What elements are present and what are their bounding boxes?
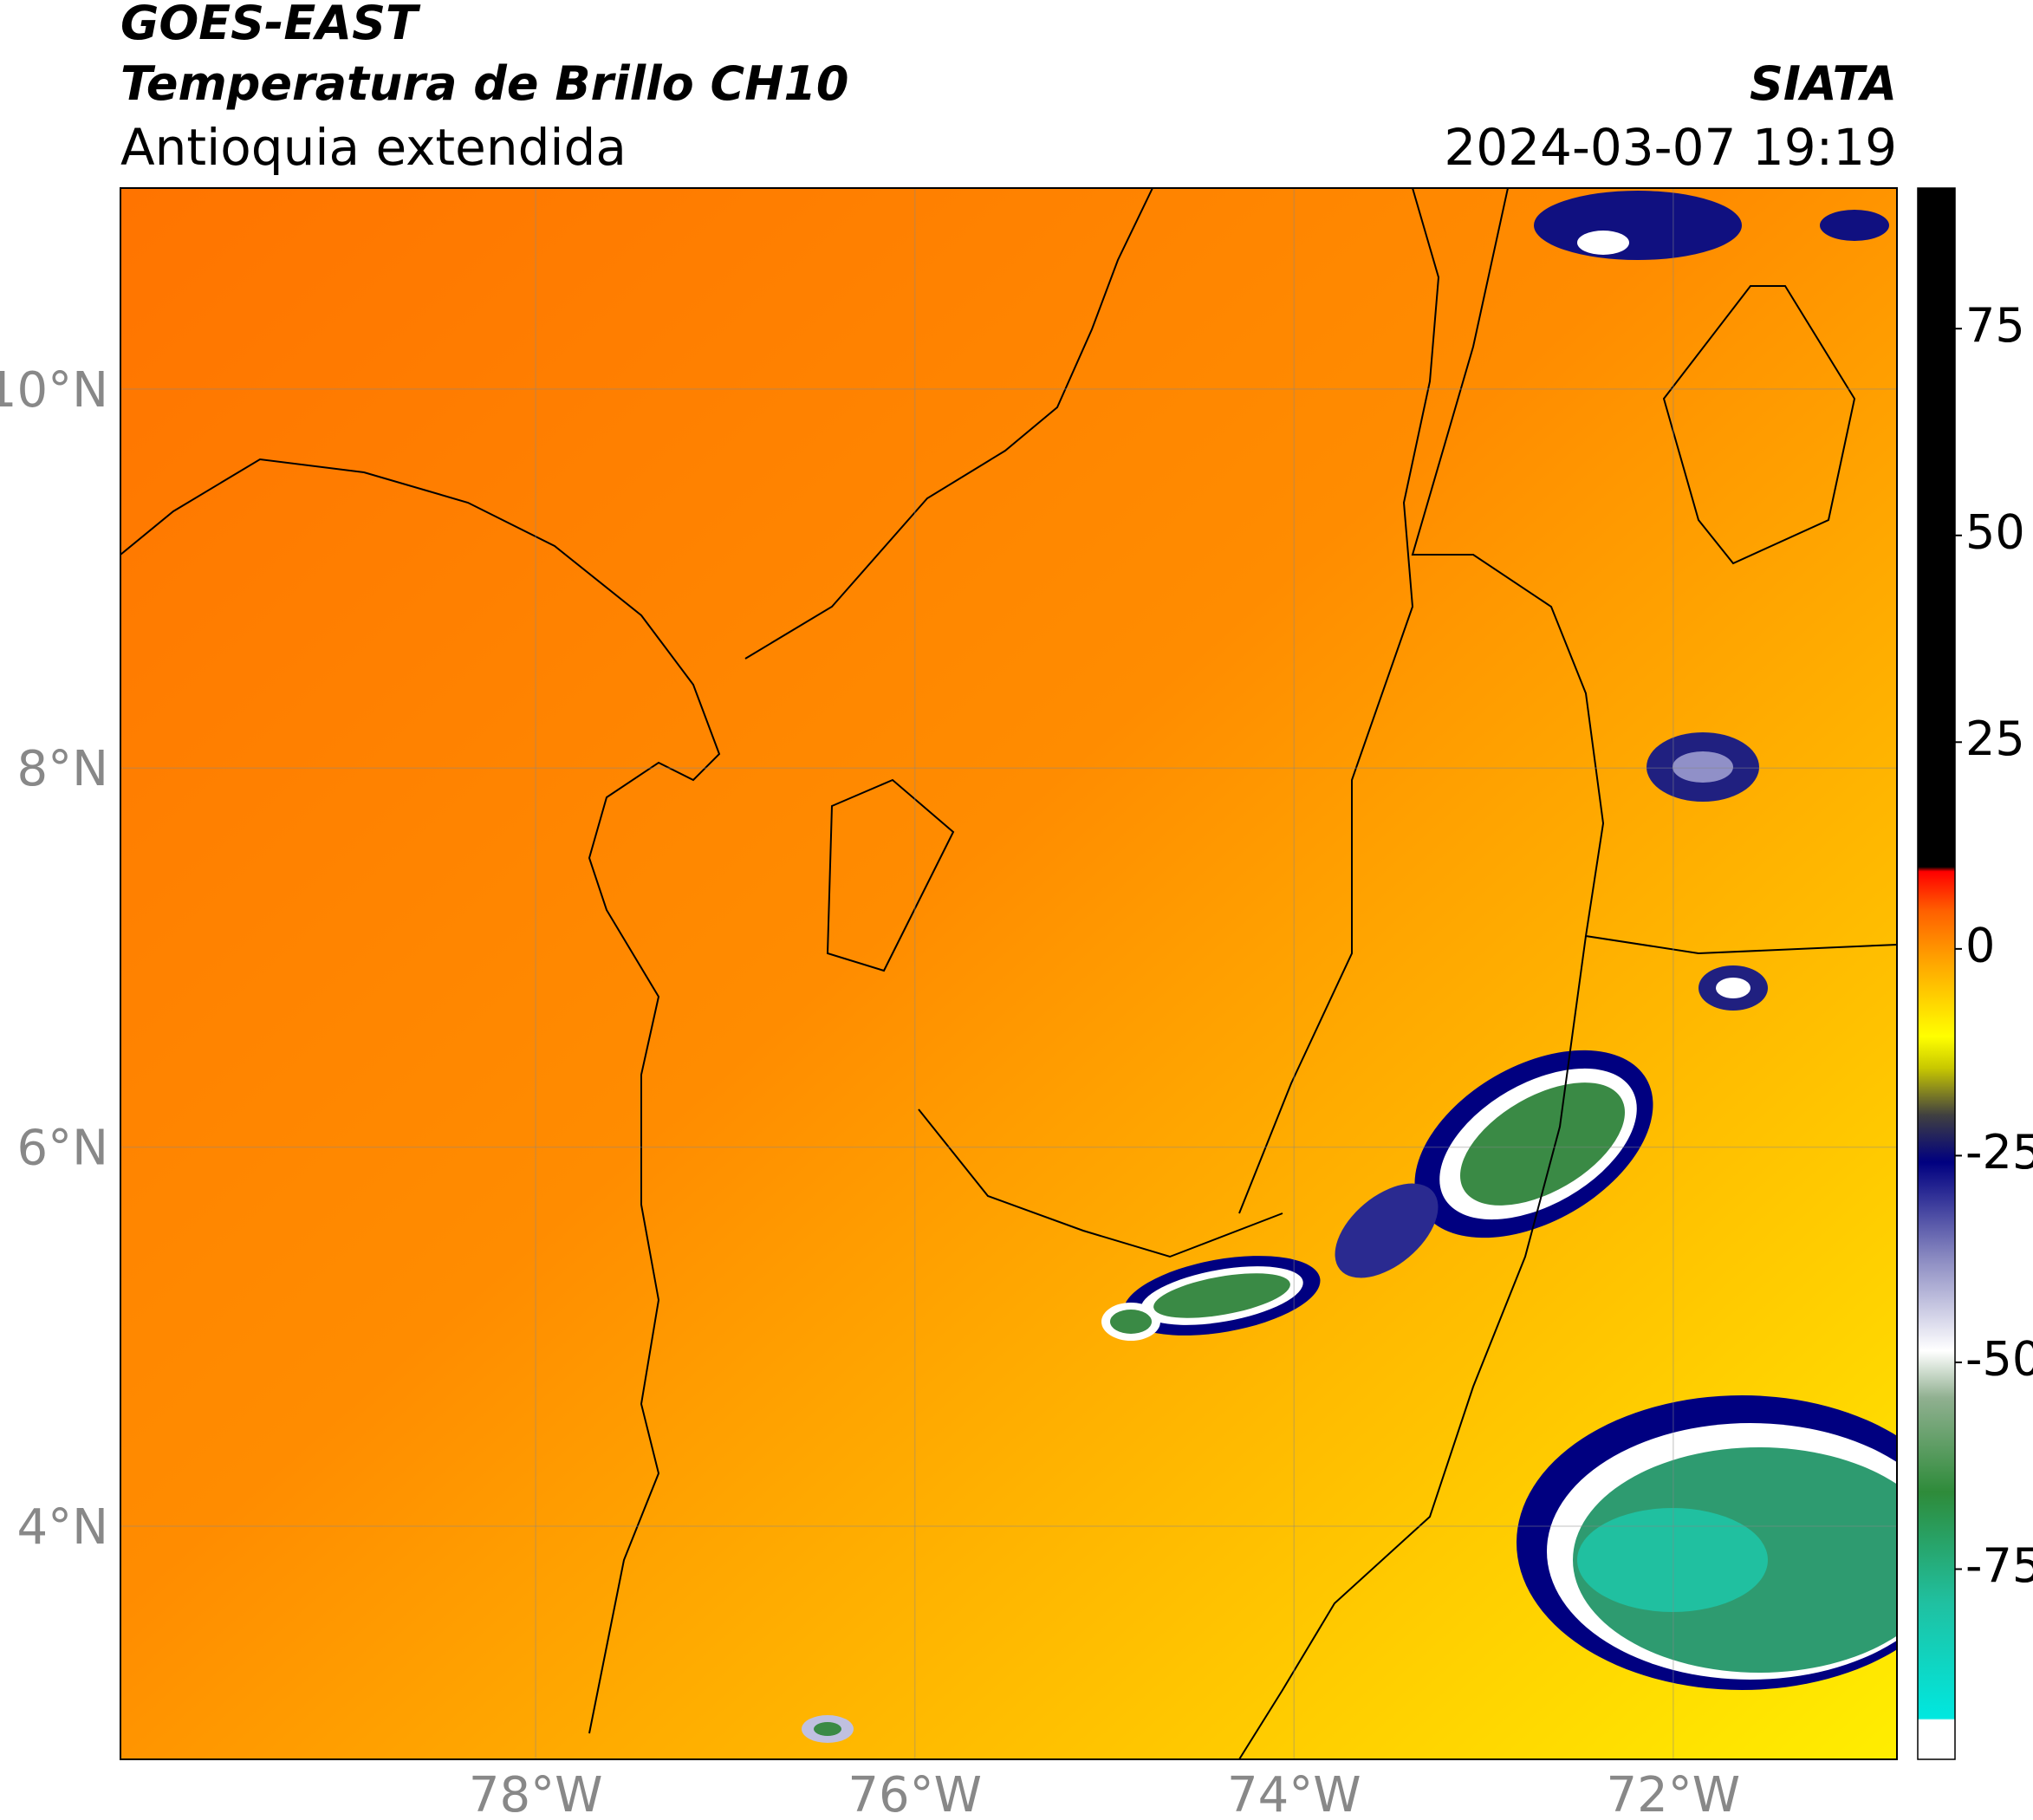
- colorbar-tick-label: 50: [1965, 504, 2025, 559]
- datetime: 2024-03-07 19:19: [1444, 118, 1897, 177]
- map-frame: [120, 187, 1898, 1760]
- colorbar: [1917, 187, 1956, 1760]
- colorbar-tick-label: -50: [1965, 1332, 2033, 1387]
- colorbar-tick-label: -25: [1965, 1125, 2033, 1180]
- colorbar-tick-label: 75: [1965, 298, 2025, 353]
- x-tick-label: 76°W: [848, 1767, 982, 1820]
- title: GOES-EAST: [120, 0, 421, 50]
- source: SIATA: [1750, 56, 1897, 111]
- map-image: [120, 188, 1897, 1759]
- region: Antioquia extendida: [120, 118, 627, 177]
- y-tick-label: 4°N: [16, 1499, 108, 1556]
- y-tick-label: 10°N: [0, 362, 108, 419]
- colorbar-tick-label: 0: [1965, 919, 1995, 973]
- grid: [120, 188, 1897, 1759]
- borders: [120, 188, 1897, 1759]
- subtitle: Temperatura de Brillo CH10: [120, 56, 849, 111]
- x-tick-label: 72°W: [1607, 1767, 1741, 1820]
- x-tick-label: 74°W: [1227, 1767, 1361, 1820]
- colorbar-tick-label: 25: [1965, 712, 2025, 766]
- clouds: [802, 191, 1897, 1743]
- y-tick-label: 8°N: [16, 741, 108, 797]
- y-tick-label: 6°N: [16, 1121, 108, 1177]
- x-tick-label: 78°W: [469, 1767, 603, 1820]
- colorbar-tick-label: -75: [1965, 1538, 2033, 1593]
